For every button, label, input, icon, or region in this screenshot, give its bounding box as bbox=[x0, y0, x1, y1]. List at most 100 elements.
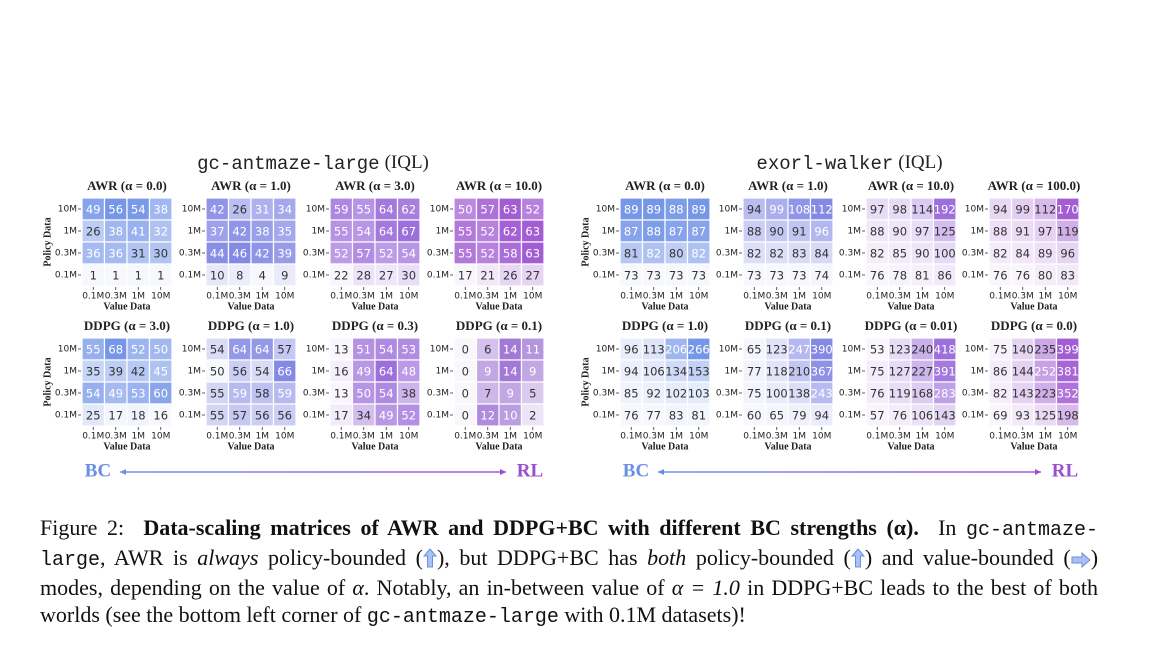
group-method: (IQL) bbox=[898, 152, 942, 173]
cell-value: 42 bbox=[232, 225, 247, 239]
heatmap-cell bbox=[1055, 403, 1080, 427]
arrow-shaft bbox=[120, 471, 506, 473]
cell-value: 84 bbox=[1015, 247, 1030, 261]
cell-value: 64 bbox=[255, 343, 270, 357]
row-label: 0.1M bbox=[55, 271, 77, 281]
cell-value: 88 bbox=[747, 225, 762, 239]
row-label: 10M bbox=[842, 345, 861, 355]
col-label: 1M bbox=[256, 292, 270, 302]
seg: gc-antmaze-large bbox=[366, 606, 559, 629]
seg: in DDPG+BC leads to the best of both wor… bbox=[40, 575, 1098, 627]
panel-title: DDPG (α = 0.1) bbox=[456, 318, 542, 333]
cell-value: 94 bbox=[747, 203, 762, 217]
col-label: 0.3M bbox=[105, 432, 127, 442]
x-axis-label: Value Data bbox=[887, 441, 934, 452]
row-label: 1M bbox=[188, 367, 202, 377]
cell-value: 84 bbox=[814, 247, 829, 261]
cell-value: 49 bbox=[86, 203, 101, 217]
seg: with 0.1M datasets)! bbox=[558, 602, 746, 627]
cell-value: 54 bbox=[255, 365, 270, 379]
cell-value: 57 bbox=[870, 409, 885, 423]
cell-value: 266 bbox=[688, 343, 710, 357]
col-label: 0.1M bbox=[330, 432, 352, 442]
col-label: 0.1M bbox=[989, 292, 1011, 302]
cell-value: 125 bbox=[1034, 409, 1056, 423]
cell-value: 92 bbox=[646, 387, 661, 401]
row-label: 0.3M bbox=[55, 389, 77, 399]
row-label: 0.1M bbox=[55, 411, 77, 421]
col-label: 0.1M bbox=[206, 292, 228, 302]
cell-value: 41 bbox=[131, 225, 146, 239]
cell-value: 39 bbox=[108, 365, 123, 379]
cell-value: 52 bbox=[480, 225, 495, 239]
row-label: 0.3M bbox=[55, 249, 77, 259]
cell-value: 223 bbox=[1034, 387, 1056, 401]
cell-value: 36 bbox=[86, 247, 101, 261]
cell-value: 63 bbox=[503, 203, 518, 217]
cell-value: 87 bbox=[691, 225, 706, 239]
cell-value: 54 bbox=[210, 343, 225, 357]
cell-value: 134 bbox=[665, 365, 687, 379]
row-label: 0.1M bbox=[839, 271, 861, 281]
cell-value: 78 bbox=[892, 269, 907, 283]
cell-value: 90 bbox=[769, 225, 784, 239]
row-label: 10M bbox=[965, 205, 984, 215]
heatmap-cell bbox=[520, 403, 545, 427]
arrow-shaft bbox=[658, 471, 1041, 473]
cell-value: 59 bbox=[232, 387, 247, 401]
cell-value: 283 bbox=[934, 387, 956, 401]
cell-value: 46 bbox=[232, 247, 247, 261]
cell-value: 31 bbox=[255, 203, 270, 217]
cell-value: 76 bbox=[624, 409, 639, 423]
cell-value: 13 bbox=[334, 343, 349, 357]
cell-value: 17 bbox=[334, 409, 349, 423]
cell-value: 52 bbox=[379, 247, 394, 261]
cell-value: 49 bbox=[379, 409, 394, 423]
cell-value: 57 bbox=[356, 247, 371, 261]
cell-value: 168 bbox=[911, 387, 933, 401]
col-label: 0.3M bbox=[889, 292, 911, 302]
row-label: 10M bbox=[965, 345, 984, 355]
col-label: 1M bbox=[670, 432, 684, 442]
heatmap-cell bbox=[809, 403, 834, 427]
row-label: 10M bbox=[596, 205, 615, 215]
cell-value: 73 bbox=[646, 269, 661, 283]
cell-value: 83 bbox=[1060, 269, 1075, 283]
col-label: 10M bbox=[151, 432, 170, 442]
cell-value: 31 bbox=[131, 247, 146, 261]
row-label: 10M bbox=[430, 205, 449, 215]
cell-value: 18 bbox=[131, 409, 146, 423]
col-label: 1M bbox=[256, 432, 270, 442]
row-label: 0.3M bbox=[427, 389, 449, 399]
cell-value: 51 bbox=[356, 343, 371, 357]
cell-value: 247 bbox=[788, 343, 810, 357]
cell-value: 25 bbox=[86, 409, 101, 423]
cell-value: 98 bbox=[892, 203, 907, 217]
cell-value: 54 bbox=[356, 225, 371, 239]
cell-value: 48 bbox=[401, 365, 416, 379]
cell-value: 57 bbox=[277, 343, 292, 357]
cell-value: 27 bbox=[379, 269, 394, 283]
cell-value: 367 bbox=[811, 365, 833, 379]
cell-value: 60 bbox=[153, 387, 168, 401]
cell-value: 399 bbox=[1057, 343, 1079, 357]
panel-title: DDPG (α = 0.1) bbox=[745, 318, 831, 333]
cell-value: 97 bbox=[1038, 225, 1053, 239]
row-label: 0.3M bbox=[716, 249, 738, 259]
cell-value: 89 bbox=[1038, 247, 1053, 261]
cell-value: 66 bbox=[277, 365, 292, 379]
cell-value: 38 bbox=[401, 387, 416, 401]
up-icon bbox=[422, 548, 437, 568]
row-label: 0.1M bbox=[962, 271, 984, 281]
col-label: 0.1M bbox=[82, 432, 104, 442]
cell-value: 89 bbox=[691, 203, 706, 217]
panel-title: DDPG (α = 0.01) bbox=[865, 318, 958, 333]
cell-value: 57 bbox=[480, 203, 495, 217]
col-label: 0.3M bbox=[643, 432, 665, 442]
row-label: 1M bbox=[971, 367, 985, 377]
col-label: 10M bbox=[935, 432, 954, 442]
cell-value: 13 bbox=[334, 387, 349, 401]
row-label: 10M bbox=[306, 205, 325, 215]
cell-value: 38 bbox=[153, 203, 168, 217]
cell-value: 7 bbox=[484, 387, 491, 401]
